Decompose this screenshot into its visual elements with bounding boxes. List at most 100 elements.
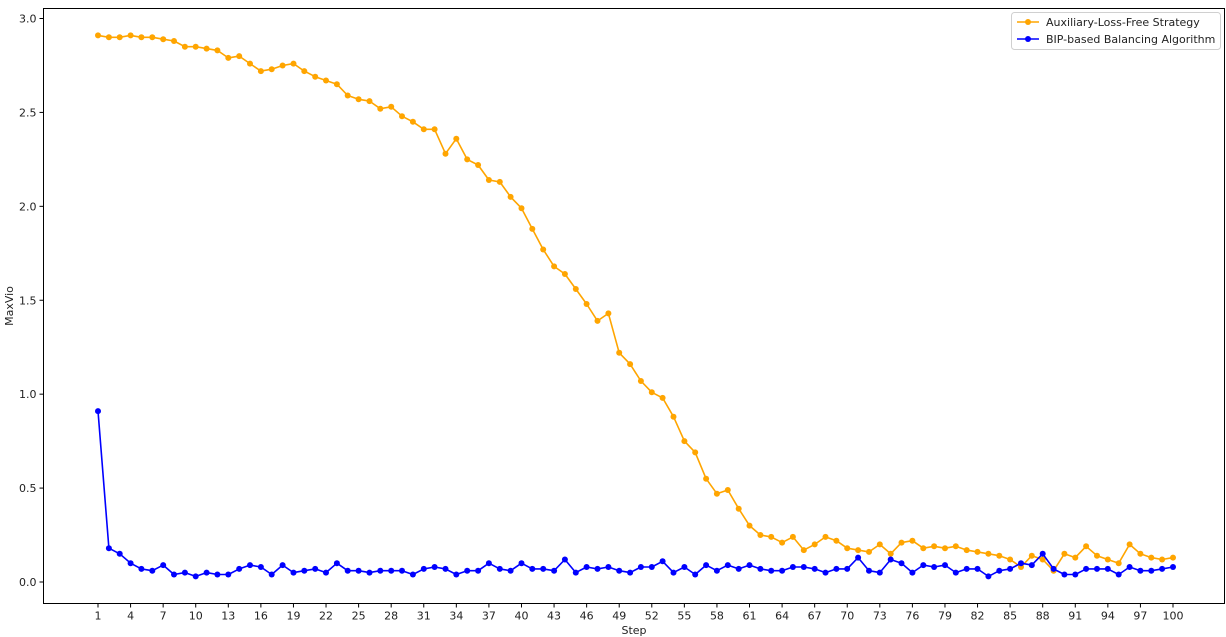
data-point bbox=[290, 569, 297, 576]
data-point bbox=[648, 564, 655, 570]
data-point bbox=[105, 545, 112, 552]
data-point bbox=[247, 60, 253, 67]
data-point bbox=[724, 487, 731, 493]
x-tick-label: 70 bbox=[840, 610, 854, 623]
data-point bbox=[1115, 560, 1122, 567]
x-tick-label: 76 bbox=[905, 610, 919, 623]
series-1 bbox=[95, 32, 1176, 574]
x-tick-label: 64 bbox=[775, 610, 789, 623]
data-point bbox=[540, 565, 547, 572]
data-point bbox=[529, 565, 536, 572]
data-point bbox=[95, 32, 101, 39]
series-2 bbox=[95, 408, 1176, 580]
data-point bbox=[985, 550, 992, 557]
legend-marker bbox=[1025, 36, 1031, 42]
y-tick-label: 3.0 bbox=[19, 13, 37, 26]
data-point bbox=[409, 571, 416, 578]
data-point bbox=[475, 567, 482, 574]
data-point bbox=[181, 43, 188, 50]
data-point bbox=[1039, 556, 1046, 563]
data-point bbox=[605, 564, 612, 570]
data-point bbox=[659, 558, 666, 565]
data-point bbox=[149, 567, 156, 574]
data-point bbox=[95, 408, 101, 415]
data-point bbox=[1094, 552, 1100, 559]
data-point bbox=[768, 533, 775, 540]
data-point bbox=[496, 178, 503, 185]
data-point bbox=[1061, 550, 1068, 557]
data-point bbox=[420, 126, 427, 133]
data-point bbox=[138, 565, 145, 572]
data-point bbox=[1028, 562, 1035, 569]
data-point bbox=[616, 567, 623, 574]
data-point bbox=[637, 564, 644, 570]
data-point bbox=[203, 569, 210, 576]
data-point bbox=[496, 565, 503, 572]
data-point bbox=[637, 378, 644, 384]
data-point bbox=[442, 150, 449, 157]
data-point bbox=[952, 569, 959, 576]
x-tick-label: 97 bbox=[1133, 610, 1147, 623]
data-point bbox=[1148, 567, 1155, 574]
y-tick-label: 1.0 bbox=[19, 388, 37, 401]
x-tick-label: 46 bbox=[580, 610, 594, 623]
y-tick-label: 2.0 bbox=[19, 200, 37, 213]
data-point bbox=[323, 569, 329, 576]
data-point bbox=[713, 490, 720, 497]
series-line bbox=[97, 34, 1174, 572]
data-point bbox=[518, 560, 525, 567]
data-point bbox=[800, 564, 807, 570]
data-point bbox=[1028, 552, 1035, 559]
data-point bbox=[333, 560, 340, 567]
data-point bbox=[1039, 550, 1046, 557]
data-point bbox=[442, 565, 449, 572]
data-point bbox=[681, 438, 688, 445]
data-point bbox=[1072, 554, 1079, 561]
x-tick-label: 1 bbox=[95, 610, 102, 623]
x-tick-label: 13 bbox=[221, 610, 235, 623]
data-point bbox=[127, 32, 134, 39]
data-point bbox=[844, 545, 851, 552]
data-point bbox=[670, 569, 677, 576]
data-point bbox=[583, 301, 590, 307]
x-tick-label: 49 bbox=[612, 610, 626, 623]
x-tick-label: 61 bbox=[743, 610, 757, 623]
data-point bbox=[214, 47, 221, 54]
data-point bbox=[627, 361, 634, 368]
data-point bbox=[377, 567, 384, 574]
data-point bbox=[192, 43, 199, 50]
data-point bbox=[866, 567, 872, 574]
data-point bbox=[735, 565, 742, 572]
data-point bbox=[116, 34, 123, 41]
data-point bbox=[887, 550, 894, 557]
y-tick-label: 0.0 bbox=[19, 576, 37, 589]
data-point bbox=[344, 567, 351, 574]
data-point bbox=[833, 537, 840, 544]
data-point bbox=[225, 54, 232, 61]
data-point bbox=[312, 73, 319, 80]
data-point bbox=[138, 34, 145, 41]
data-point bbox=[1104, 565, 1111, 572]
y-axis: 0.0 0.5 1.0 1.5 2.0 2.5 3.0 bbox=[19, 13, 44, 589]
data-point bbox=[1094, 565, 1100, 572]
data-point bbox=[431, 126, 438, 133]
data-point bbox=[789, 533, 796, 540]
data-point bbox=[757, 532, 764, 538]
data-point bbox=[855, 554, 862, 561]
data-point bbox=[909, 537, 916, 544]
data-point bbox=[1159, 565, 1166, 572]
data-point bbox=[942, 562, 948, 569]
x-axis: 1 4 7 10 13 16 19 22 25 28 31 34 37 40 43 46 49 52 55 58 61 6… bbox=[95, 603, 1184, 623]
data-point bbox=[551, 263, 558, 270]
data-point bbox=[333, 81, 340, 88]
data-point bbox=[931, 543, 938, 550]
data-point bbox=[779, 567, 786, 574]
x-tick-label: 16 bbox=[254, 610, 268, 623]
x-tick-label: 100 bbox=[1163, 610, 1184, 623]
data-point bbox=[692, 571, 699, 578]
data-point bbox=[399, 113, 405, 120]
data-point bbox=[681, 564, 688, 570]
data-point bbox=[409, 118, 416, 125]
data-point bbox=[713, 567, 720, 574]
